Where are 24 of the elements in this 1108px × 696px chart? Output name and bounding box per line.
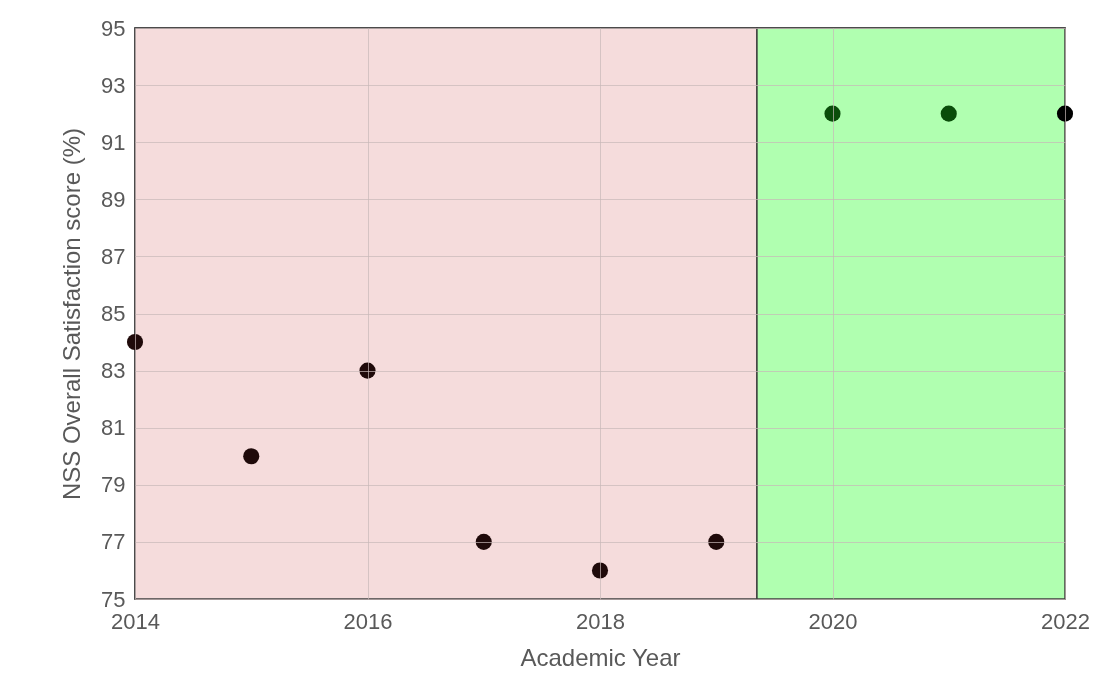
y-tick-label: 89 [101,186,126,212]
y-tick-label: 87 [101,243,126,269]
point [475,533,492,550]
point [708,533,725,550]
point [591,562,609,579]
y-tick-label: 93 [101,72,126,98]
point [940,105,957,122]
x-axis-title: Academic Year [520,643,681,671]
x-tick-label: 2016 [343,608,393,634]
x-tick-label: 2022 [1041,608,1090,634]
x-tick-label: 2020 [808,608,858,634]
y-axis-title: NSS Overall Satisfaction score (%) [58,127,86,501]
x-tick-label: 2018 [576,608,625,634]
point [824,105,841,122]
point [243,448,260,465]
y-tick-label: 77 [101,529,126,555]
y-tick-label: 91 [101,129,126,155]
y-tick-label: 85 [101,301,126,326]
y-tick-label: 79 [101,472,126,498]
y-tick-label: 83 [101,358,126,384]
y-tick-label: 95 [101,15,126,41]
point [1056,105,1074,122]
point [126,334,144,351]
y-tick-label: 81 [101,415,126,441]
